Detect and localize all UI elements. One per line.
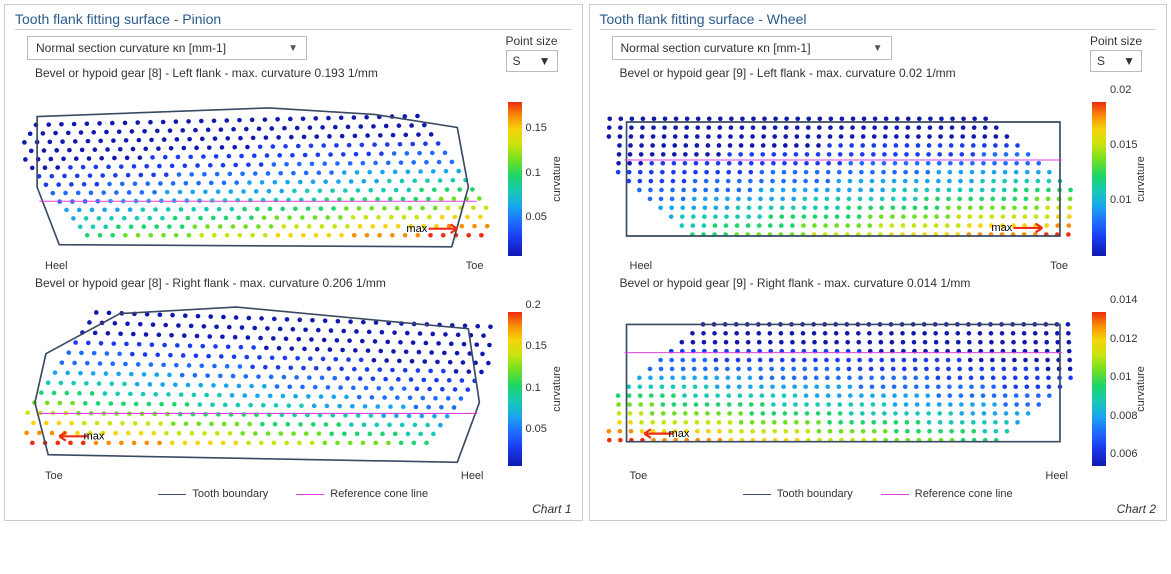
axis-label-right: Toe — [1050, 260, 1068, 272]
controls-row: Normal section curvature κn [mm-1] ▼ Poi… — [15, 36, 572, 62]
scatter-plot[interactable]: max Heel Toe — [600, 84, 1087, 274]
chart-id: Chart 1 — [15, 502, 572, 516]
pointsize-label: Point size — [1090, 34, 1142, 48]
colorbar-axis-label: curvature — [1135, 366, 1147, 412]
axis-label-right: Heel — [1045, 470, 1068, 482]
colorbar-tick: 0.05 — [526, 423, 547, 435]
colorbar-tick: 0.15 — [526, 340, 547, 352]
chevron-down-icon: ▼ — [873, 43, 883, 54]
colorbar-tick: 0.1 — [526, 167, 541, 179]
colorbar-tick: 0.1 — [526, 382, 541, 394]
chart-subtitle: Bevel or hypoid gear [8] - Right flank -… — [35, 276, 572, 290]
colorbar-tick: 0.05 — [526, 211, 547, 223]
axis-label-left: Heel — [45, 260, 68, 272]
legend-tooth-boundary: Tooth boundary — [743, 488, 853, 500]
pointsize-control: Point size S ▼ — [1076, 34, 1156, 72]
line-icon — [158, 494, 186, 495]
controls-row: Normal section curvature κn [mm-1] ▼ Poi… — [600, 36, 1157, 62]
colorbar-gradient — [508, 102, 522, 256]
svg-text:max: max — [84, 431, 105, 443]
line-icon — [296, 494, 324, 495]
pointsize-control: Point size S ▼ — [492, 34, 572, 72]
chevron-down-icon: ▼ — [288, 43, 298, 54]
legend-reference-cone: Reference cone line — [881, 488, 1013, 500]
chart-id: Chart 2 — [600, 502, 1157, 516]
chart-left-flank: max Heel Toe 0.05 0.1 0.15 curvature — [15, 84, 572, 274]
colorbar-axis-label: curvature — [1135, 156, 1147, 202]
axis-label-left: Heel — [630, 260, 653, 272]
chevron-down-icon: ▼ — [539, 54, 551, 68]
colorbar: 0.05 0.1 0.15 curvature — [502, 84, 572, 274]
scatter-plot[interactable]: max Toe Heel — [15, 294, 502, 484]
colorbar-gradient — [1092, 312, 1106, 466]
legend-reference-cone: Reference cone line — [296, 488, 428, 500]
colorbar-tick: 0.15 — [526, 122, 547, 134]
panel-title: Tooth flank fitting surface - Pinion — [15, 11, 572, 30]
axis-label-right: Heel — [461, 470, 484, 482]
select-label: Normal section curvature κn [mm-1] — [36, 41, 226, 55]
colorbar: 0.05 0.1 0.15 0.2 curvature — [502, 294, 572, 484]
colorbar-tick: 0.008 — [1110, 410, 1138, 422]
pointsize-value: S — [1097, 54, 1105, 68]
legend: Tooth boundary Reference cone line — [15, 488, 572, 500]
chart-right-flank: max Toe Heel 0.05 0.1 0.15 0.2 curvature — [15, 294, 572, 484]
scatter-plot[interactable]: max Heel Toe — [15, 84, 502, 274]
panel-pinion: Tooth flank fitting surface - Pinion Nor… — [4, 4, 583, 521]
chart-right-flank: max Toe Heel 0.006 0.008 0.01 0.012 0.014 curva… — [600, 294, 1157, 484]
colorbar-gradient — [508, 312, 522, 466]
axis-label-right: Toe — [466, 260, 484, 272]
curvature-type-select[interactable]: Normal section curvature κn [mm-1] ▼ — [27, 36, 307, 60]
line-icon — [743, 494, 771, 495]
colorbar-tick: 0.01 — [1110, 194, 1131, 206]
colorbar: 0.006 0.008 0.01 0.012 0.014 curvature — [1086, 294, 1156, 484]
colorbar-tick: 0.01 — [1110, 371, 1131, 383]
colorbar-tick: 0.015 — [1110, 139, 1138, 151]
axis-label-left: Toe — [45, 470, 63, 482]
colorbar-tick: 0.02 — [1110, 84, 1131, 96]
svg-text:max: max — [406, 223, 427, 235]
pointsize-label: Point size — [505, 34, 557, 48]
panel-wheel: Tooth flank fitting surface - Wheel Norm… — [589, 4, 1168, 521]
colorbar-gradient — [1092, 102, 1106, 256]
axis-label-left: Toe — [630, 470, 648, 482]
colorbar-axis-label: curvature — [551, 366, 563, 412]
colorbar-tick: 0.006 — [1110, 448, 1138, 460]
legend-tooth-boundary: Tooth boundary — [158, 488, 268, 500]
chart-left-flank: max Heel Toe 0.01 0.015 0.02 curvature — [600, 84, 1157, 274]
line-icon — [881, 494, 909, 495]
legend: Tooth boundary Reference cone line — [600, 488, 1157, 500]
colorbar: 0.01 0.015 0.02 curvature — [1086, 84, 1156, 274]
chart-subtitle: Bevel or hypoid gear [9] - Right flank -… — [620, 276, 1157, 290]
select-label: Normal section curvature κn [mm-1] — [621, 41, 811, 55]
panel-title: Tooth flank fitting surface - Wheel — [600, 11, 1157, 30]
colorbar-tick: 0.2 — [526, 299, 541, 311]
curvature-type-select[interactable]: Normal section curvature κn [mm-1] ▼ — [612, 36, 892, 60]
colorbar-axis-label: curvature — [551, 156, 563, 202]
scatter-plot[interactable]: max Toe Heel — [600, 294, 1087, 484]
colorbar-tick: 0.014 — [1110, 294, 1138, 306]
svg-text:max: max — [991, 222, 1012, 234]
pointsize-select[interactable]: S ▼ — [506, 50, 558, 72]
colorbar-tick: 0.012 — [1110, 333, 1138, 345]
pointsize-select[interactable]: S ▼ — [1090, 50, 1142, 72]
svg-text:max: max — [668, 428, 689, 440]
pointsize-value: S — [513, 54, 521, 68]
chevron-down-icon: ▼ — [1123, 54, 1135, 68]
